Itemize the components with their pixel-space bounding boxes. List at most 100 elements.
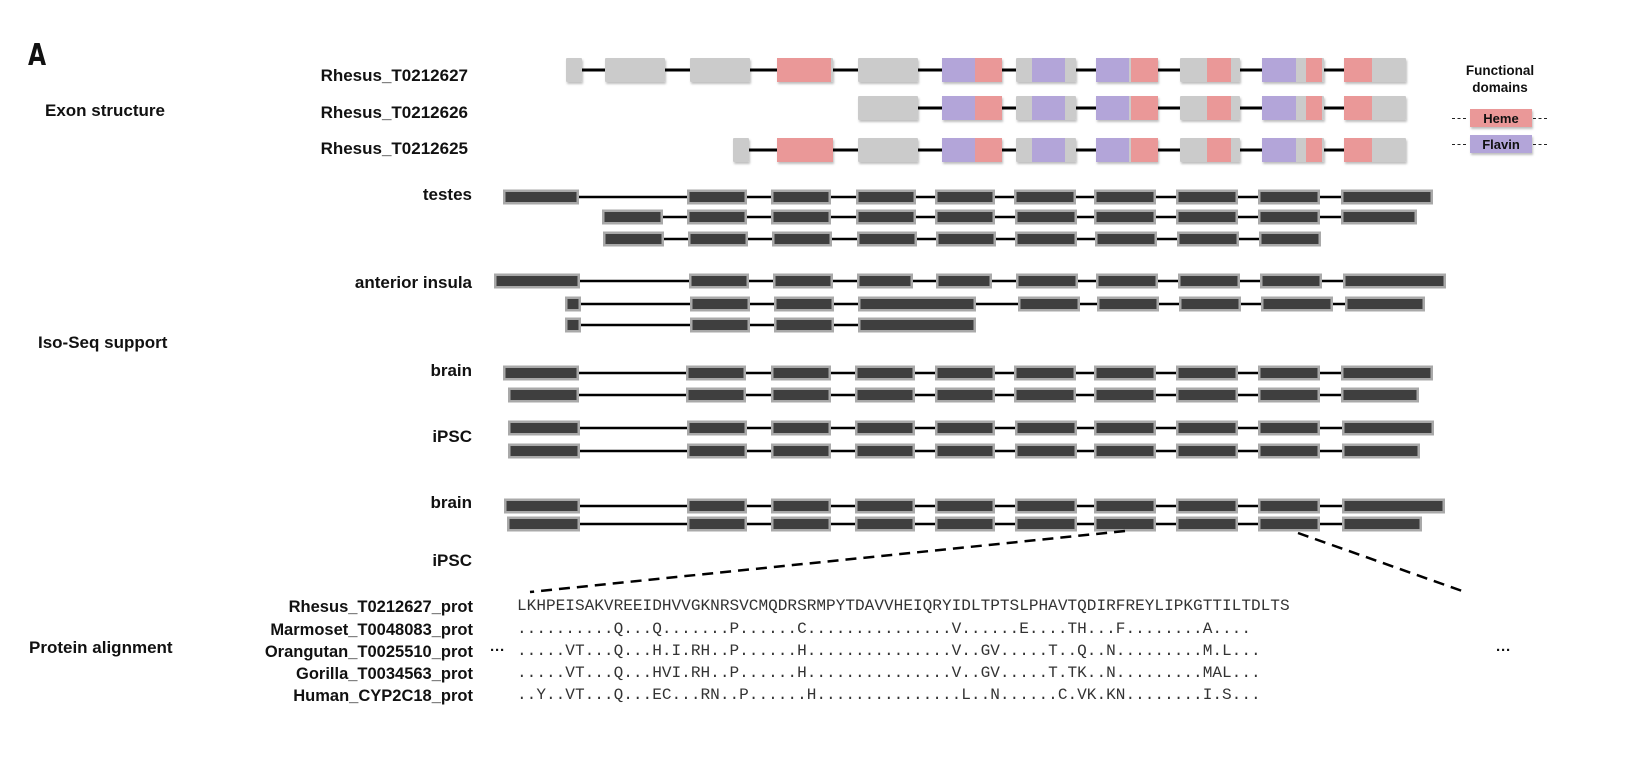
read-exon	[1014, 189, 1076, 205]
section-label-exon-structure: Exon structure	[45, 101, 165, 120]
read-exon	[1258, 420, 1320, 436]
alignment-sequence: .....VT...Q...HVI.RH..P......H..........…	[517, 664, 1261, 682]
read-exon	[855, 498, 915, 514]
heme-domain	[1344, 58, 1372, 82]
read-exon	[1258, 443, 1320, 459]
isoseq-read	[503, 189, 1433, 205]
flavin-domain	[942, 58, 975, 82]
heme-domain	[777, 138, 833, 162]
exon	[858, 58, 918, 82]
exon	[858, 96, 918, 120]
read-exon	[494, 273, 580, 289]
legend-dash	[1452, 118, 1466, 119]
exon	[733, 138, 749, 162]
read-exon	[1258, 498, 1320, 514]
read-exon	[771, 209, 831, 225]
isoseq-read	[565, 317, 976, 333]
read-exon	[1341, 365, 1433, 381]
exon	[1096, 58, 1158, 82]
read-exon	[1095, 231, 1157, 247]
heme-domain	[1207, 138, 1231, 162]
section-label-protein-alignment: Protein alignment	[29, 638, 173, 657]
heme-domain	[777, 58, 831, 82]
read-exon	[1094, 189, 1156, 205]
exon	[1180, 96, 1240, 120]
transcript-label: Rhesus_T0212627	[320, 66, 468, 85]
heme-domain	[1207, 96, 1231, 120]
isoseq-read	[504, 498, 1445, 514]
exon	[1344, 138, 1406, 162]
read-exon	[687, 420, 747, 436]
transcript-label: Rhesus_T0212626	[320, 103, 468, 122]
read-exon	[507, 516, 580, 532]
read-exon	[603, 231, 664, 247]
read-exon	[508, 443, 580, 459]
read-exon	[1014, 365, 1076, 381]
read-exon	[565, 296, 581, 312]
transcript-model	[733, 138, 1406, 162]
alignment-sequence: ..........Q...Q.......P......C..........…	[517, 620, 1251, 638]
flavin-domain	[1262, 58, 1296, 82]
alignment-sequence: LKHPEISAKVREEIDHVVGKNRSVCMQDRSRMPYTDAVVH…	[517, 597, 1290, 615]
alignment-sequence: .....VT...Q...H.I.RH..P......H..........…	[517, 642, 1261, 660]
read-exon	[935, 420, 995, 436]
tissue-label-testes: testes	[422, 185, 472, 204]
tissue-label-anterior-insula: anterior insula	[354, 273, 472, 292]
exon	[858, 138, 918, 162]
read-exon	[1176, 387, 1238, 403]
read-exon	[1260, 273, 1322, 289]
read-exon	[1015, 516, 1077, 532]
heme-domain	[1344, 138, 1372, 162]
read-exon	[935, 443, 995, 459]
read-exon	[855, 443, 915, 459]
exon	[1344, 96, 1406, 120]
read-exon	[1176, 420, 1238, 436]
read-exon	[1014, 387, 1076, 403]
alignment-label: Human_CYP2C18_prot	[293, 687, 473, 705]
read-exon	[1343, 273, 1446, 289]
read-exon	[687, 209, 747, 225]
alignment-label: Orangutan_T0025510_prot	[264, 643, 473, 661]
panel-letter: A	[28, 38, 47, 73]
read-exon	[855, 365, 915, 381]
read-exon	[687, 443, 747, 459]
exon	[1262, 58, 1324, 82]
read-exon	[1179, 296, 1241, 312]
exon	[566, 58, 582, 82]
read-exon	[1096, 273, 1158, 289]
tissue-label-ipsc: iPSC	[432, 427, 472, 446]
read-exon	[1015, 420, 1077, 436]
read-exon	[1094, 387, 1156, 403]
legend-title: Functional domains	[1465, 63, 1535, 95]
heme-domain	[1306, 58, 1322, 82]
read-exon	[858, 296, 976, 312]
ellipsis-right: ···	[1496, 642, 1511, 659]
read-exon	[1342, 498, 1445, 514]
heme-domain	[1207, 58, 1231, 82]
flavin-domain	[942, 96, 975, 120]
exon	[1344, 58, 1406, 82]
flavin-domain	[1096, 138, 1129, 162]
read-exon	[1341, 387, 1419, 403]
legend-heme-swatch: Heme	[1470, 109, 1532, 127]
read-exon	[508, 387, 579, 403]
read-exon	[935, 516, 995, 532]
read-exon	[686, 365, 746, 381]
read-exon	[1094, 498, 1156, 514]
heme-domain	[1306, 96, 1322, 120]
read-exon	[858, 317, 976, 333]
exon	[942, 96, 1002, 120]
read-exon	[1259, 231, 1321, 247]
isoseq-read	[507, 516, 1422, 532]
legend-dash	[1452, 144, 1466, 145]
read-exon	[687, 189, 747, 205]
ellipsis-left: ···	[490, 642, 505, 659]
read-exon	[1015, 231, 1077, 247]
read-exon	[1176, 365, 1238, 381]
read-exon	[771, 365, 831, 381]
exon	[1096, 138, 1158, 162]
isoseq-read	[565, 296, 1425, 312]
exon	[1016, 58, 1076, 82]
read-exon	[855, 387, 915, 403]
read-exon	[771, 443, 831, 459]
